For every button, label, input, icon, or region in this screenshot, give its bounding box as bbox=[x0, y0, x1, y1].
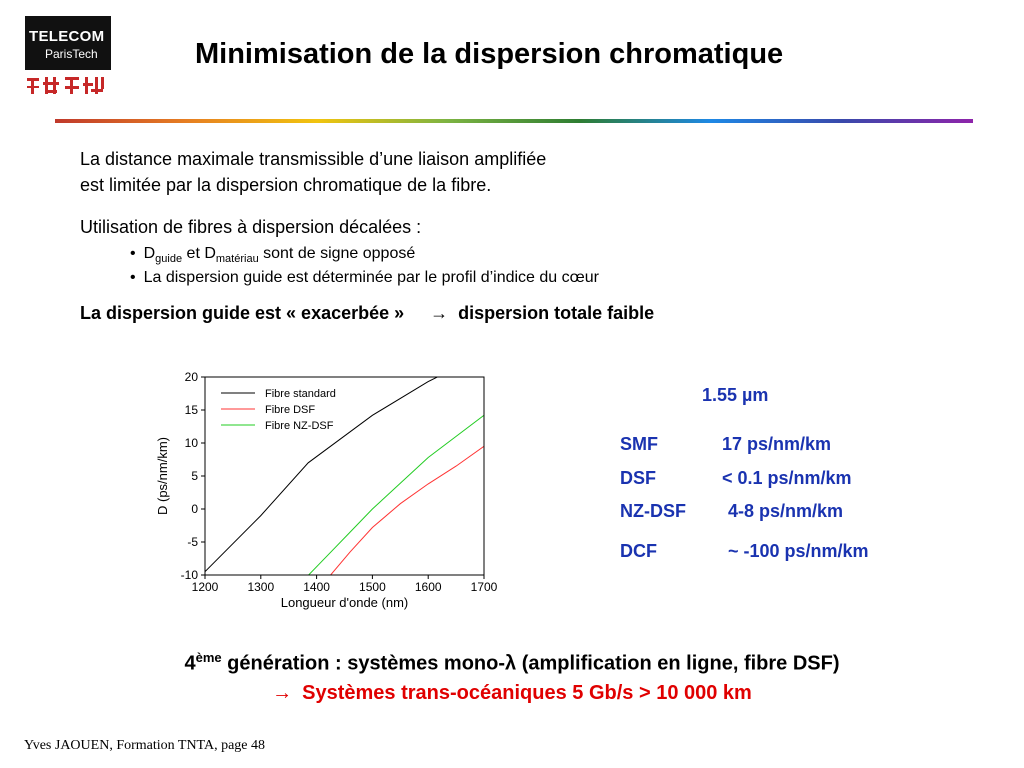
y-axis-label: D (ps/nm/km) bbox=[155, 437, 170, 515]
bullet-dot-icon: • bbox=[130, 245, 136, 262]
fiber-name-smf: SMF bbox=[620, 434, 658, 454]
footer-text: Yves JAOUEN, Formation TNTA, page 48 bbox=[24, 738, 266, 753]
x-tick-label: 1700 bbox=[471, 580, 498, 594]
telecom-paristech-logo: TELECOM ParisTech bbox=[25, 16, 111, 96]
x-tick-label: 1300 bbox=[247, 580, 274, 594]
fiber-name-nzdsf: NZ-DSF bbox=[620, 501, 686, 521]
transoceanic-text: Systèmes trans-océaniques 5 Gb/s > 10 00… bbox=[302, 682, 752, 704]
y-tick-label: 5 bbox=[191, 469, 198, 483]
intro-line1: La distance maximale transmissible d’une… bbox=[80, 149, 547, 169]
right-arrow-icon: → bbox=[430, 303, 449, 323]
plot-frame bbox=[204, 376, 485, 576]
y-tick-label: -10 bbox=[181, 568, 199, 582]
y-tick-label: 0 bbox=[191, 502, 198, 516]
x-tick-label: 1500 bbox=[359, 580, 386, 594]
d-symbol: D bbox=[143, 245, 156, 262]
bullet-item-profile: • La dispersion guide est déterminée par … bbox=[130, 269, 599, 287]
series-line-2 bbox=[329, 445, 484, 575]
x-tick-label: 1400 bbox=[303, 580, 330, 594]
x-tick-label: 1200 bbox=[192, 580, 219, 594]
page-title: Minimisation de la dispersion chromatiqu… bbox=[195, 38, 784, 70]
logo-line1: TELECOM bbox=[29, 28, 105, 45]
opposite-sign-text: sont de signe opposé bbox=[258, 245, 416, 262]
fiber-value-smf: 17 ps/nm/km bbox=[722, 434, 832, 454]
transoceanic-statement: → Systèmes trans-océaniques 5 Gb/s > 10 0… bbox=[0, 682, 1024, 705]
fiber-value-nzdsf: 4-8 ps/nm/km bbox=[728, 501, 844, 521]
right-arrow-icon: → bbox=[272, 682, 293, 704]
legend-label-1: Fibre standard bbox=[265, 388, 336, 400]
legend-label-3: Fibre NZ-DSF bbox=[265, 420, 334, 432]
guide-right-text: dispersion totale faible bbox=[458, 303, 655, 323]
generation-text: génération : systèmes mono-λ (amplificat… bbox=[221, 652, 840, 675]
legend-label-2: Fibre DSF bbox=[265, 404, 315, 416]
bullet-dot-icon: • bbox=[130, 269, 136, 286]
guide-left-text: La dispersion guide est « exacerbée » bbox=[80, 303, 405, 323]
logo-text-block: TELECOM ParisTech bbox=[25, 16, 111, 70]
intro-line2: est limitée par la dispersion chromatiqu… bbox=[80, 175, 492, 195]
et-d-text: et D bbox=[182, 245, 216, 262]
fiber-name-dcf: DCF bbox=[620, 541, 657, 561]
guide-subscript: guide bbox=[155, 253, 183, 266]
x-axis-label: Longueur d'onde (nm) bbox=[281, 595, 409, 610]
y-tick-label: 10 bbox=[185, 436, 199, 450]
fiber-name-dsf: DSF bbox=[620, 468, 656, 488]
x-tick-label: 1600 bbox=[415, 580, 442, 594]
fiber-value-dsf: < 0.1 ps/nm/km bbox=[722, 468, 852, 488]
series-line-3 bbox=[307, 414, 484, 575]
bullet2-text: La dispersion guide est déterminée par l… bbox=[143, 269, 599, 286]
series-line-1 bbox=[205, 377, 439, 573]
generation-superscript: ème bbox=[195, 650, 222, 665]
logo-line2: ParisTech bbox=[45, 47, 98, 61]
intro-text: La distance maximale transmissible d’une… bbox=[80, 146, 546, 198]
y-tick-label: 15 bbox=[185, 403, 199, 417]
materiau-subscript: matériau bbox=[215, 253, 259, 266]
dispersion-chart: 1200 1300 1400 1500 1600 1700 -10 -5 0 5 10 15 20 Lon… bbox=[155, 370, 498, 610]
generation-statement: 4ème génération : systèmes mono-λ (ampli… bbox=[0, 650, 1024, 676]
bullet-item-dguide: • Dguide et Dmatériau sont de signe oppos… bbox=[130, 245, 415, 265]
generation-number: 4 bbox=[184, 652, 196, 675]
y-tick-label: -5 bbox=[187, 535, 198, 549]
title-divider bbox=[55, 119, 973, 123]
logo-glyphs-icon bbox=[27, 77, 104, 94]
fiber-value-dcf: ~ -100 ps/nm/km bbox=[728, 541, 869, 561]
guide-dispersion-statement: La dispersion guide est « exacerbée » → di… bbox=[80, 303, 654, 324]
usage-heading: Utilisation de fibres à dispersion décal… bbox=[80, 217, 422, 237]
wavelength-label: 1.55 µm bbox=[702, 385, 769, 405]
y-tick-label: 20 bbox=[185, 370, 199, 384]
